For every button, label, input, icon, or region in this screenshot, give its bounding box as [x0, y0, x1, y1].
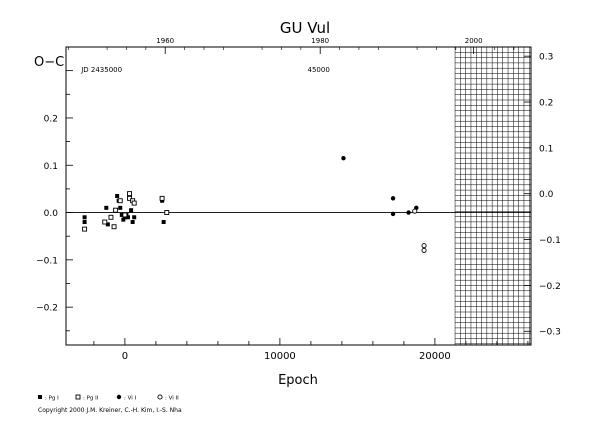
point-pg-i — [118, 205, 123, 210]
point-pg-i — [132, 215, 137, 220]
point-pg-ii — [159, 195, 165, 201]
right-axis-ticks — [524, 55, 531, 332]
point-vi-i — [406, 210, 411, 215]
x-axis-label: Epoch — [278, 373, 318, 388]
y-tick-label: 0.2 — [44, 114, 58, 124]
data-points — [82, 155, 427, 253]
chart-title: GU Vul — [280, 19, 330, 37]
top-year-ticks — [68, 47, 515, 54]
point-vi-i — [390, 196, 396, 201]
y-tick-label: −0.2 — [36, 304, 58, 314]
right-tick-label: 0.1 — [539, 144, 553, 154]
jd-label: JD 2435000 — [80, 66, 122, 74]
point-pg-i — [82, 220, 87, 225]
x-tick-label: 0 — [122, 351, 128, 362]
point-pg-i — [115, 194, 120, 198]
jd-label: 45000 — [308, 66, 330, 74]
right-axis-tick-labels: 0.3 0.2 0.1 0.0 −0.1 −0.2 −0.3 — [539, 53, 561, 338]
top-year-tick-labels: 1960 1980 2000 — [156, 37, 482, 45]
legend: : Pg I : Pg II : Vi I : Vi II — [38, 394, 179, 402]
point-vi-ii — [412, 208, 418, 214]
y-tick-label: 0.0 — [44, 209, 59, 219]
point-pg-ii — [75, 394, 81, 400]
right-tick-label: 0.0 — [539, 190, 554, 200]
x-axis-tick-labels: 0 10000 20000 — [122, 351, 451, 362]
y-tick-label: −0.1 — [36, 256, 58, 266]
point-pg-ii — [102, 219, 108, 225]
x-axis-ticks — [93, 338, 529, 345]
point-pg-ii — [127, 191, 133, 197]
right-tick-label: 0.3 — [539, 53, 553, 63]
top-year-label: 1980 — [311, 37, 329, 45]
point-pg-ii — [111, 224, 117, 230]
point-pg-i — [130, 220, 135, 225]
point-pg-ii — [113, 207, 119, 213]
point-pg-ii — [108, 214, 114, 220]
top-year-label: 2000 — [465, 37, 483, 45]
point-pg-i — [121, 217, 126, 222]
point-vi-ii — [421, 243, 427, 249]
right-tick-label: −0.3 — [539, 328, 561, 338]
future-grid-region — [454, 46, 531, 345]
right-tick-label: −0.1 — [539, 236, 561, 246]
legend-label: : Pg II — [83, 396, 99, 402]
legend-label: : Pg I — [45, 396, 59, 402]
point-vi-ii — [157, 394, 163, 400]
right-tick-label: 0.2 — [539, 99, 553, 109]
point-pg-i — [126, 215, 130, 220]
x-tick-label: 20000 — [419, 351, 451, 362]
plot-frame — [65, 46, 532, 346]
point-pg-i — [119, 212, 124, 217]
y-axis-ticks — [66, 46, 73, 332]
top-year-label: 1960 — [156, 37, 174, 45]
legend-label: : Vi II — [165, 396, 179, 402]
legend-label: : Vi I — [124, 396, 137, 402]
point-pg-i — [161, 220, 166, 225]
point-pg-i — [38, 395, 42, 399]
point-pg-ii — [117, 198, 123, 204]
point-vi-i — [341, 155, 346, 161]
point-pg-ii — [82, 226, 88, 232]
point-vi-i — [116, 394, 122, 400]
point-vi-i — [390, 211, 396, 217]
point-vi-ii — [421, 247, 427, 253]
footer-credit: Copyright 2000 J.M. Kreiner, C.-H. Kim, … — [38, 407, 182, 414]
point-pg-ii — [122, 212, 128, 218]
point-pg-i — [105, 222, 110, 227]
x-tick-label: 10000 — [264, 351, 296, 362]
point-pg-i — [82, 215, 87, 220]
y-axis-label: O−C — [34, 55, 64, 70]
point-pg-i — [104, 205, 109, 210]
y-axis-tick-labels: 0.2 0.1 0.0 −0.1 −0.2 — [36, 114, 58, 313]
point-pg-i — [129, 208, 134, 213]
jd-labels: JD 2435000 45000 — [80, 66, 330, 74]
right-tick-label: −0.2 — [539, 282, 561, 292]
point-pg-ii — [131, 200, 137, 206]
point-pg-ii — [164, 210, 170, 216]
y-tick-label: 0.1 — [44, 162, 58, 172]
